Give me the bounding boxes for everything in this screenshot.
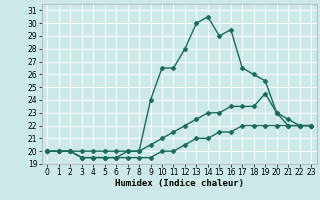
X-axis label: Humidex (Indice chaleur): Humidex (Indice chaleur) [115, 179, 244, 188]
